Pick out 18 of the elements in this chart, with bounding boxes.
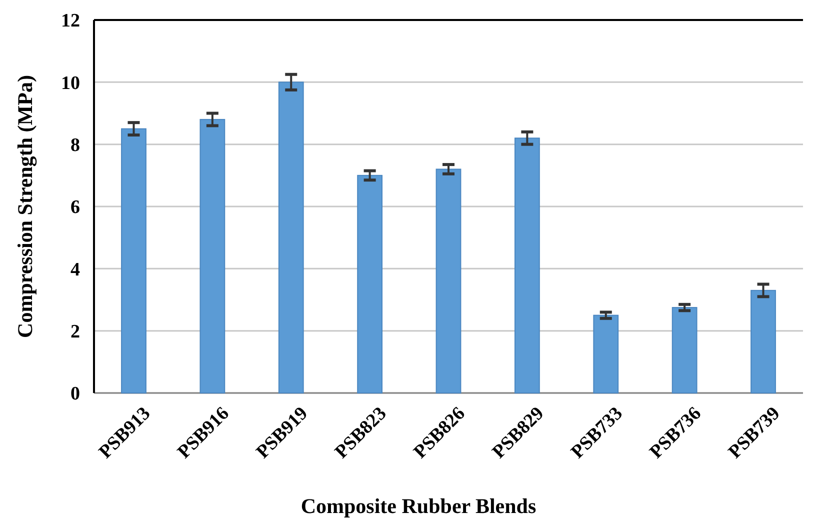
y-tick-label: 0	[70, 384, 80, 405]
bar	[436, 168, 462, 394]
bar	[514, 138, 540, 394]
x-axis-title: Composite Rubber Blends	[300, 494, 536, 518]
y-tick-label: 2	[70, 321, 80, 342]
y-axis-title: Compression Strength (MPa)	[13, 75, 37, 338]
y-tick-label: 10	[61, 72, 80, 94]
bar	[357, 174, 383, 394]
bar	[593, 314, 619, 394]
y-tick-label: 12	[61, 10, 80, 32]
y-tick-label: 8	[70, 134, 80, 156]
y-tick-label: 4	[70, 259, 80, 280]
bar	[750, 290, 776, 394]
bar	[121, 128, 146, 394]
bar	[672, 307, 698, 394]
bar	[200, 118, 226, 394]
bar	[278, 82, 304, 394]
y-tick-label: 6	[70, 197, 80, 218]
